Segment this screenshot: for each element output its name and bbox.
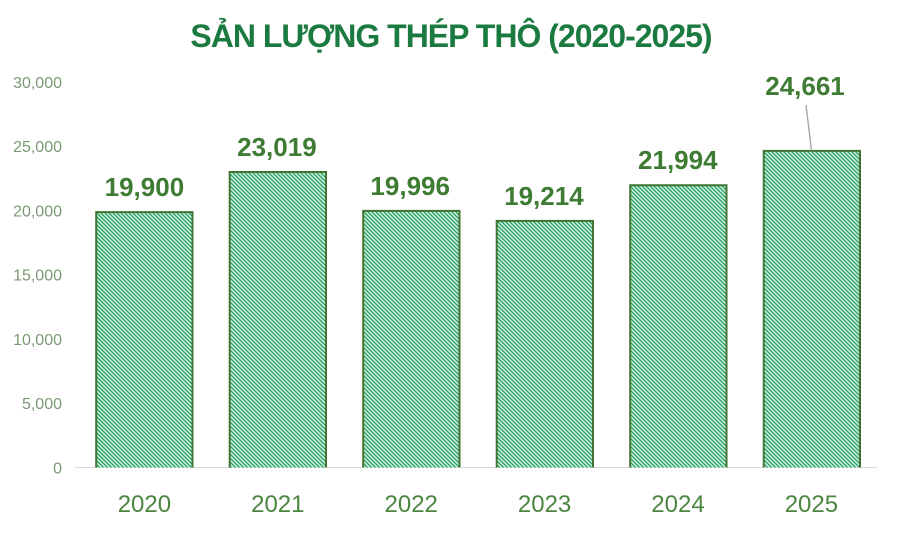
svg-text:25,000: 25,000 — [13, 139, 62, 156]
svg-text:2023: 2023 — [518, 491, 571, 518]
svg-text:19,214: 19,214 — [504, 181, 584, 211]
svg-text:24,661: 24,661 — [765, 71, 845, 101]
svg-text:30,000: 30,000 — [13, 75, 62, 92]
svg-text:19,900: 19,900 — [105, 172, 185, 202]
svg-text:2025: 2025 — [785, 491, 838, 518]
svg-text:2021: 2021 — [251, 491, 304, 518]
svg-text:20,000: 20,000 — [13, 203, 62, 220]
svg-text:0: 0 — [53, 460, 62, 477]
svg-text:19,996: 19,996 — [370, 171, 450, 201]
svg-text:15,000: 15,000 — [13, 268, 62, 285]
svg-text:2020: 2020 — [118, 491, 171, 518]
svg-text:SẢN LƯỢNG THÉP THÔ (2020-2025): SẢN LƯỢNG THÉP THÔ (2020-2025) — [190, 18, 712, 54]
svg-text:10,000: 10,000 — [13, 332, 62, 349]
svg-text:21,994: 21,994 — [638, 145, 718, 175]
svg-text:23,019: 23,019 — [237, 132, 317, 162]
svg-text:2024: 2024 — [651, 491, 704, 518]
svg-text:5,000: 5,000 — [22, 396, 62, 413]
svg-text:2022: 2022 — [385, 491, 438, 518]
